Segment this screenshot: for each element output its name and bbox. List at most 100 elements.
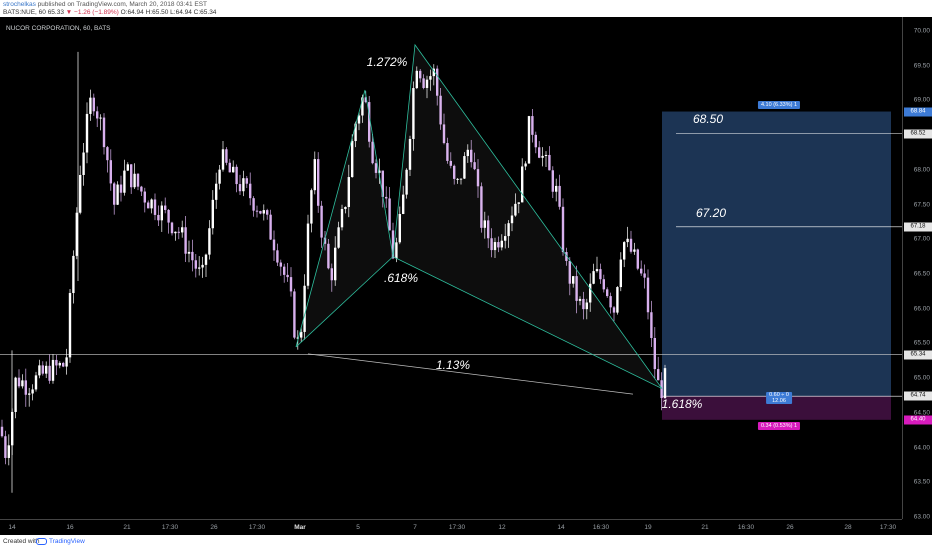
candle-body <box>493 242 497 251</box>
candle-body <box>565 252 568 261</box>
candle-body <box>249 183 252 199</box>
pattern-fill-bcd <box>393 44 662 389</box>
candle-body <box>334 247 337 281</box>
symbol-quote-line: BATS:NUE, 60 65.33 ▼ −1.26 (−1.89%) O:64… <box>3 9 216 16</box>
pattern-bd-line <box>392 256 663 389</box>
candle-body <box>575 276 578 301</box>
entry-badge[interactable]: 0.60 ÷ 0 12.06 <box>766 392 792 404</box>
candle-body <box>351 141 354 178</box>
candle-body <box>419 70 422 79</box>
candle-body <box>310 190 313 224</box>
candle-body <box>344 206 347 210</box>
price-axis[interactable]: 70.0069.5069.0068.5068.0067.5067.0066.50… <box>902 17 932 521</box>
price-tag: 68.84 <box>904 107 932 117</box>
candle-body <box>456 178 459 180</box>
target-profit-badge[interactable]: 4.10 (6.33%) 1 <box>757 101 801 109</box>
candle-body <box>606 289 609 297</box>
candle-body <box>51 359 55 381</box>
candle-body <box>422 78 425 88</box>
candle-body <box>599 269 602 280</box>
candle-body <box>296 337 299 339</box>
time-tick-label: 17:30 <box>161 524 179 531</box>
candle-body <box>354 123 357 142</box>
price-tick-label: 66.50 <box>913 270 930 278</box>
candle-body <box>170 222 174 234</box>
candle-body <box>164 205 167 210</box>
candle-body <box>476 169 480 187</box>
time-tick-label: 28 <box>844 524 852 531</box>
price-tick-label: 65.00 <box>913 374 930 382</box>
candle-body <box>415 70 418 89</box>
target-zone <box>662 111 891 397</box>
candle-body <box>551 170 554 192</box>
candle-body <box>266 210 269 215</box>
candle-body <box>548 154 551 171</box>
time-tick-label: 12 <box>498 524 506 531</box>
candle-body <box>619 259 622 288</box>
candle-body <box>446 143 449 161</box>
time-tick-label: 16:30 <box>592 524 610 531</box>
time-axis[interactable]: 14 16 21 17:30 26 17:30 Mar 5 7 17:30 12 14 16:30 19 2… <box>0 519 902 536</box>
stop-loss-badge[interactable]: 0.34 (0.53%) 1 <box>757 422 801 430</box>
candle-body <box>609 296 612 308</box>
price-plot[interactable] <box>0 17 902 519</box>
candle-body <box>177 231 180 233</box>
candle-body <box>218 169 221 184</box>
candle-body <box>340 209 344 228</box>
candle-body <box>616 287 619 313</box>
candle-body <box>578 298 582 301</box>
candle-body <box>68 293 72 358</box>
candle-body <box>89 97 92 114</box>
time-tick-label: 14 <box>557 524 565 531</box>
candle-body <box>133 173 136 188</box>
candle-body <box>541 155 544 158</box>
candle-body <box>320 205 323 238</box>
candle-body <box>150 199 153 209</box>
candle-body <box>102 117 106 148</box>
candle-body <box>211 199 214 229</box>
time-tick-label: 19 <box>644 524 652 531</box>
publish-date-text: published on TradingView.com, March 20, … <box>35 1 208 8</box>
candle-body <box>357 115 361 124</box>
candle-body <box>215 183 218 200</box>
chart-area[interactable]: NUCOR CORPORATION, 60, BATS 68.50 67.20 … <box>0 17 932 536</box>
candle-body <box>466 149 469 157</box>
candle-body <box>558 185 561 207</box>
candle-body <box>483 220 486 228</box>
candle-body <box>136 173 140 187</box>
time-tick-label: Mar <box>294 524 306 531</box>
price-tick-label: 68.00 <box>913 166 930 174</box>
candle-body <box>235 166 238 185</box>
stop-zone <box>662 396 891 420</box>
candle-body <box>425 79 429 88</box>
candle-body <box>589 283 592 303</box>
candle-body <box>232 166 235 173</box>
tradingview-brand[interactable]: TradingView <box>36 538 85 545</box>
price-tag: 64.74 <box>904 391 932 401</box>
price-tick-label: 69.50 <box>913 62 930 70</box>
candle-body <box>504 236 507 241</box>
publish-info: strochelkas published on TradingView.com… <box>3 1 207 8</box>
candle-body <box>453 165 456 179</box>
candle-body <box>31 389 34 394</box>
candle-body <box>17 377 21 387</box>
candle-body <box>293 291 296 338</box>
candle-body <box>160 205 163 221</box>
chart-title: NUCOR CORPORATION, 60, BATS <box>6 25 111 32</box>
candle-body <box>85 113 89 153</box>
candle-body <box>272 239 276 251</box>
price-tick-label: 67.00 <box>913 235 930 243</box>
publisher-username[interactable]: strochelkas <box>3 1 36 8</box>
axis-corner <box>902 519 932 535</box>
candle-body <box>4 436 7 458</box>
candle-body <box>429 76 432 80</box>
candle-body <box>119 184 123 193</box>
price-tag: 68.52 <box>904 129 932 139</box>
ratio-label-xb: 1.272% <box>366 55 408 69</box>
candle-body <box>470 149 473 163</box>
time-tick-label: 21 <box>701 524 709 531</box>
candle-body <box>194 260 197 269</box>
candle-body <box>262 210 265 214</box>
candle-body <box>21 380 24 387</box>
candle-body <box>130 164 133 188</box>
